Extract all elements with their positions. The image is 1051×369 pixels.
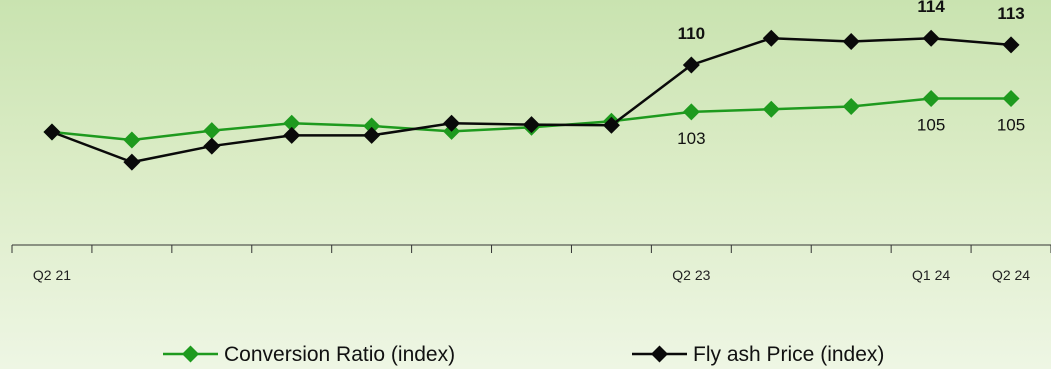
data-point xyxy=(123,131,141,149)
data-point xyxy=(523,116,540,134)
data-labels: 103 105 105 110 114 113 xyxy=(677,0,1025,148)
legend: Conversion Ratio (index) Fly ash Price (i… xyxy=(163,343,884,366)
series-layer xyxy=(43,29,1020,171)
data-point xyxy=(682,56,700,74)
data-point xyxy=(283,114,301,132)
data-label: 113 xyxy=(997,4,1024,23)
legend-item: Fly ash Price (index) xyxy=(632,343,884,366)
data-label: 103 xyxy=(677,129,705,148)
x-tick-label: Q2 21 xyxy=(33,267,71,283)
data-point xyxy=(602,116,620,134)
data-point xyxy=(443,114,461,132)
data-point xyxy=(203,137,221,155)
data-label: 114 xyxy=(917,0,945,16)
x-tick-label: Q2 23 xyxy=(672,267,710,283)
legend-item: Conversion Ratio (index) xyxy=(163,343,455,366)
data-point xyxy=(1002,90,1020,107)
data-label: 105 xyxy=(997,116,1025,135)
legend-swatch-marker xyxy=(182,345,199,363)
data-point xyxy=(842,33,860,51)
legend-swatch-marker xyxy=(651,345,668,363)
data-point xyxy=(1002,36,1020,54)
data-point xyxy=(842,98,860,116)
x-tick-label: Q2 24 xyxy=(992,267,1030,283)
data-point xyxy=(363,126,381,144)
data-point xyxy=(43,123,61,141)
data-point xyxy=(203,122,221,140)
x-tick-label: Q1 24 xyxy=(912,267,950,283)
data-point xyxy=(762,100,780,118)
data-point xyxy=(283,126,301,144)
series-line xyxy=(51,36,1012,164)
data-point xyxy=(123,153,141,171)
data-label: 110 xyxy=(678,24,705,43)
data-point xyxy=(682,103,700,121)
data-label: 105 xyxy=(917,116,945,135)
x-axis: Q2 21 Q2 23 Q1 24 Q2 24 xyxy=(11,244,1051,283)
data-point xyxy=(922,90,940,107)
legend-label: Conversion Ratio (index) xyxy=(224,343,455,366)
data-point xyxy=(363,117,381,135)
data-point xyxy=(762,29,780,47)
data-point xyxy=(922,29,940,47)
legend-label: Fly ash Price (index) xyxy=(693,343,884,366)
series-fly-ash-price xyxy=(43,29,1020,171)
